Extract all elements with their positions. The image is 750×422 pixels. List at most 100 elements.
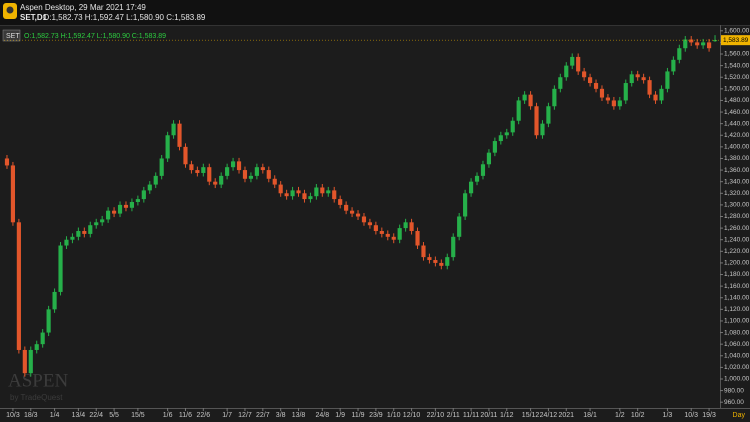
candle-body [308, 196, 313, 200]
candle-body [219, 175, 224, 185]
x-tick-label: 24/12 [540, 412, 558, 419]
candle-body [564, 65, 569, 78]
x-tick-label: 1/4 [50, 412, 60, 419]
candle-body [314, 187, 319, 197]
y-tick-label: 1,100.00 [724, 318, 750, 325]
candle-body [344, 204, 349, 211]
y-tick-label: 1,120.00 [724, 306, 750, 313]
candle-body [683, 39, 688, 49]
candle-body [391, 236, 396, 240]
candle-body [599, 88, 605, 98]
candle-body [147, 184, 152, 191]
x-tick-label: 1/3 [663, 412, 673, 419]
x-tick-label: 15/12 [522, 412, 540, 419]
candle-body [177, 123, 182, 147]
x-tick-label: 20/11 [480, 412, 497, 419]
candle-body [540, 123, 545, 136]
candle-body [46, 309, 51, 333]
symbol-badge[interactable] [2, 29, 21, 42]
candle-body [480, 164, 486, 176]
candle-body [201, 167, 206, 173]
candle-body [403, 222, 408, 229]
candle-body [367, 222, 373, 226]
candle-body [266, 170, 271, 179]
candle-body [451, 236, 456, 258]
candle-body [64, 239, 69, 246]
y-tick-label: 1,540.00 [724, 62, 750, 69]
candle-body [457, 216, 462, 237]
x-tick-label: 22/4 [89, 412, 103, 419]
candle-body [141, 190, 146, 200]
x-tick-label: 22/6 [197, 412, 211, 419]
y-tick-label: 1,460.00 [724, 109, 750, 116]
x-tick-label: 22/7 [256, 412, 270, 419]
y-tick-label: 960.00 [724, 399, 744, 406]
candle-body [349, 210, 355, 214]
candle-body [534, 106, 539, 136]
candle-body [10, 165, 16, 223]
candle-body [88, 225, 93, 234]
candle-body [528, 94, 533, 107]
candle-body [558, 77, 563, 89]
candle-body [445, 257, 450, 266]
x-tick-label: 12/7 [238, 412, 252, 419]
candle-body [302, 193, 307, 200]
candle-body [373, 225, 378, 232]
candle-body [439, 262, 444, 266]
candle-body [647, 80, 652, 95]
candle-body [123, 204, 129, 208]
candle-body [415, 231, 420, 246]
candle-body [689, 39, 694, 43]
candle-body [492, 141, 497, 153]
candle-body [117, 204, 123, 214]
x-tick-label: 11/11 [463, 412, 480, 419]
candle-body [361, 216, 367, 223]
x-tick-label: 24/8 [316, 412, 330, 419]
candle-body [165, 135, 170, 159]
candle-body [397, 228, 402, 240]
candle-body [296, 190, 301, 194]
y-tick-label: 980.00 [724, 387, 744, 394]
y-tick-label: 1,480.00 [724, 97, 750, 104]
candle-body [284, 193, 289, 197]
y-tick-label: 1,000.00 [724, 376, 750, 383]
y-tick-label: 1,420.00 [724, 132, 750, 139]
candle-body [338, 199, 343, 205]
candle-body [510, 120, 515, 133]
x-tick-label: 1/9 [335, 412, 345, 419]
candle-body [576, 56, 581, 72]
candle-body [153, 175, 158, 185]
last-price-tag [721, 35, 750, 46]
candle-body [332, 190, 337, 200]
x-tick-label: 10/2 [631, 412, 645, 419]
candle-body [379, 231, 384, 234]
candle-body [290, 190, 295, 197]
x-tick-label: 10/3 [6, 412, 20, 419]
candle-body [474, 175, 480, 182]
x-tick-label: 15/5 [131, 412, 145, 419]
y-tick-label: 1,520.00 [724, 74, 750, 81]
x-tick-label: 22/10 [427, 412, 445, 419]
candle-body [16, 222, 21, 350]
y-tick-label: 1,180.00 [724, 271, 750, 278]
x-tick-label: 18/1 [583, 412, 597, 419]
candle-body [629, 74, 634, 84]
x-tick-label: 1/6 [163, 412, 173, 419]
y-tick-label: 1,600.00 [724, 28, 750, 35]
candle-body [111, 210, 117, 214]
candle-body [409, 222, 414, 232]
y-tick-label: 1,300.00 [724, 202, 750, 209]
y-tick-label: 1,020.00 [724, 364, 750, 371]
candle-body [665, 71, 670, 89]
candle-body [4, 158, 10, 166]
x-tick-label: 11/6 [179, 412, 192, 419]
candle-body [52, 291, 57, 310]
x-tick-label: 12/10 [403, 412, 421, 419]
y-tick-label: 1,360.00 [724, 167, 750, 174]
candle-body [82, 231, 87, 234]
candle-body [225, 167, 230, 176]
watermark: ASPEN [8, 370, 68, 391]
y-tick-label: 1,560.00 [724, 51, 750, 58]
candle-body [326, 190, 331, 194]
